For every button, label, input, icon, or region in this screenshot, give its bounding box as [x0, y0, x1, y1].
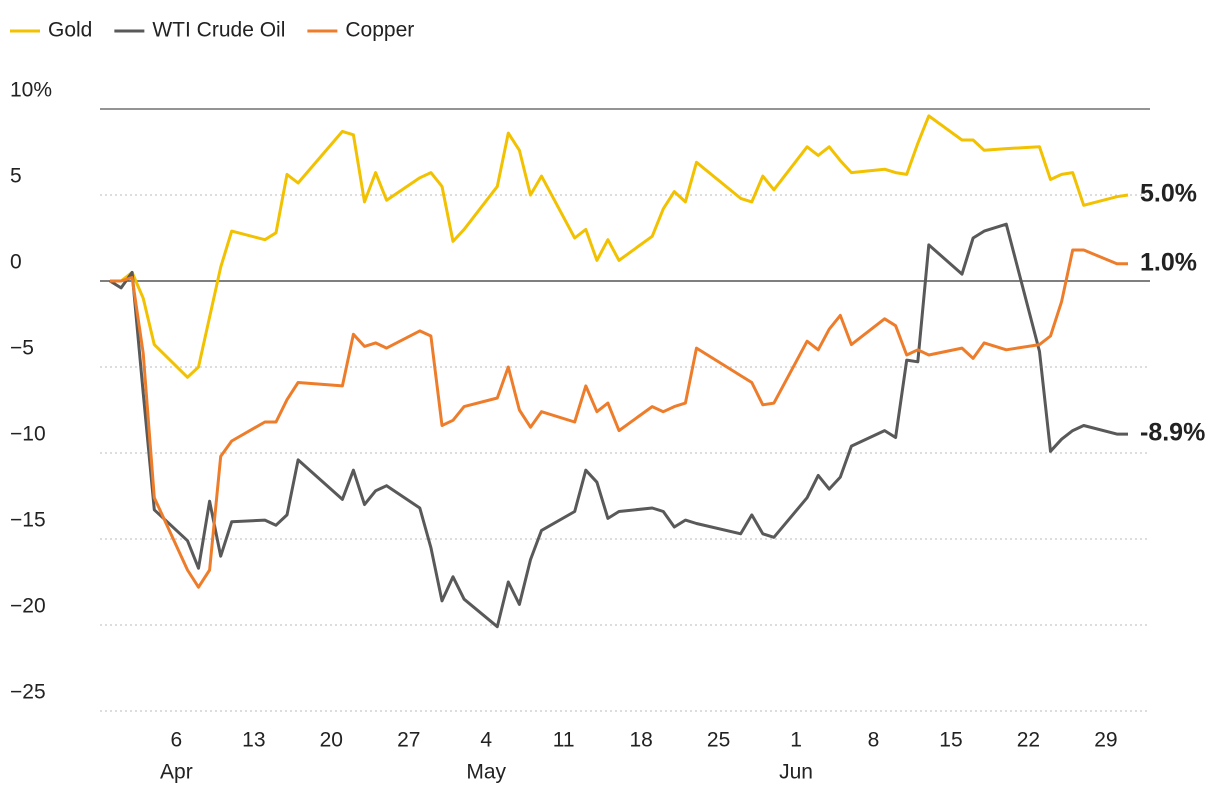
- series-line: [109, 222, 1128, 629]
- end-label: 5.0%: [1140, 180, 1197, 208]
- legend-label: Copper: [345, 19, 414, 42]
- legend-label: WTI Crude Oil: [152, 19, 285, 42]
- x-month-label: Jun: [779, 761, 813, 784]
- y-tick-label: 0: [10, 251, 22, 274]
- series-line: [110, 114, 1129, 379]
- x-tick-label: 6: [171, 729, 183, 752]
- x-tick-label: 1: [790, 729, 802, 752]
- x-tick-label: 20: [320, 729, 343, 752]
- x-tick-label: 13: [242, 729, 265, 752]
- legend-label: Gold: [48, 19, 92, 42]
- x-tick-label: 8: [868, 729, 880, 752]
- series-line: [110, 248, 1128, 589]
- y-tick-label: −15: [10, 509, 46, 532]
- y-tick-label: −10: [10, 423, 46, 446]
- x-tick-label: 15: [939, 729, 962, 752]
- x-month-label: May: [466, 761, 506, 784]
- x-tick-label: 29: [1094, 729, 1117, 752]
- x-tick-label: 18: [629, 729, 652, 752]
- y-tick-label: −5: [10, 337, 34, 360]
- x-tick-label: 27: [397, 729, 420, 752]
- end-label: 1.0%: [1140, 248, 1197, 276]
- x-tick-label: 25: [707, 729, 730, 752]
- end-label: -8.9%: [1140, 419, 1205, 447]
- y-tick-label: 10%: [10, 79, 52, 102]
- y-tick-label: −25: [10, 681, 46, 704]
- x-month-label: Apr: [160, 761, 193, 784]
- x-tick-label: 22: [1017, 729, 1040, 752]
- y-tick-label: 5: [10, 165, 22, 188]
- x-tick-label: 4: [480, 729, 492, 752]
- y-tick-label: −20: [10, 595, 46, 618]
- x-tick-label: 11: [553, 729, 575, 752]
